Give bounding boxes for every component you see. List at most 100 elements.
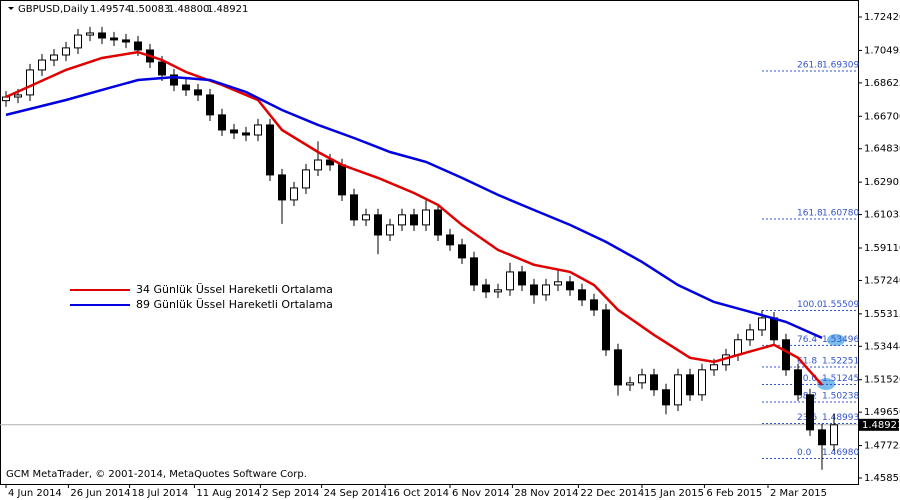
candle-body — [710, 364, 718, 371]
x-tick-label: 4 Jun 2014 — [8, 488, 62, 499]
candle-body — [122, 39, 130, 43]
y-tick-label: 1.57240 — [864, 275, 900, 286]
candle-body — [602, 309, 610, 351]
plot-frame — [0, 0, 859, 485]
candle-body — [494, 289, 502, 293]
moving-average — [5, 75, 823, 340]
candle-body — [614, 349, 622, 386]
fibo-price: 1.52251 — [822, 357, 859, 367]
x-tick-label: 6 Feb 2015 — [706, 488, 762, 499]
x-tick-label: 28 Nov 2014 — [514, 488, 578, 499]
candle-body — [62, 47, 70, 56]
x-tick-label: 6 Nov 2014 — [452, 488, 510, 499]
candle-body — [386, 224, 394, 236]
candle-body — [278, 174, 286, 201]
candle-body — [506, 271, 514, 291]
fibo-level: 50.0 — [797, 374, 817, 384]
x-tick-label: 26 Jun 2014 — [70, 488, 130, 499]
header-value: 1.48800 — [168, 4, 209, 15]
x-tick-label: 2 Mar 2015 — [770, 488, 827, 499]
candle-body — [314, 159, 322, 171]
candle-body — [410, 214, 418, 226]
x-tick-label: 2 Sep 2014 — [262, 488, 319, 499]
candle-body — [806, 394, 814, 431]
highlight — [827, 334, 845, 346]
candle-body — [482, 284, 490, 293]
header-value: 1.49574 — [90, 4, 131, 15]
price-box — [859, 418, 899, 431]
y-tick-label: 1.61035 — [864, 210, 900, 221]
y-tick-label: 1.55315 — [864, 309, 900, 320]
candle-body — [590, 299, 598, 311]
fibo-price: 1.60780 — [822, 209, 859, 219]
legend-entry: 34 Günlük Üssel Hareketli Ortalama — [136, 283, 333, 296]
x-tick-label: 22 Dec 2014 — [580, 488, 644, 499]
fibo-price: 1.69309 — [822, 60, 859, 70]
candle-body — [578, 289, 586, 301]
candle-body — [230, 129, 238, 134]
candle-body — [458, 244, 466, 259]
fibo-level: 261.8 — [797, 60, 823, 70]
y-tick-label: 1.70495 — [864, 45, 900, 56]
candle-body — [26, 69, 34, 96]
legend-entry: 89 Günlük Üssel Hareketli Ortalama — [136, 298, 333, 311]
x-tick-label: 24 Sep 2014 — [324, 488, 387, 499]
candle-body — [98, 32, 106, 39]
candle-body — [758, 317, 766, 331]
fibo-price: 1.50238 — [822, 391, 859, 401]
candle-body — [650, 374, 658, 391]
candle-body — [662, 389, 670, 406]
header-icon — [8, 7, 14, 10]
fibo-level: 76.4 — [797, 335, 817, 345]
y-tick-label: 1.72420 — [864, 12, 900, 23]
candle-body — [422, 209, 430, 226]
fibo-price: 1.55509 — [822, 300, 859, 310]
candle-body — [734, 339, 742, 356]
candle-body — [158, 61, 166, 76]
x-tick-label: 18 Jul 2014 — [132, 488, 189, 499]
candle-body — [74, 34, 82, 49]
x-tick-label: 16 Oct 2014 — [387, 488, 449, 499]
x-tick-label: 11 Aug 2014 — [196, 488, 260, 499]
y-tick-label: 1.53444 — [864, 341, 900, 352]
candle-body — [338, 164, 346, 196]
candle-body — [686, 374, 694, 396]
candle-body — [194, 89, 202, 96]
y-tick-label: 1.45855 — [864, 473, 900, 484]
moving-average — [5, 50, 823, 386]
candle-body — [134, 41, 142, 51]
candle-body — [830, 424, 838, 446]
candle-body — [14, 94, 22, 98]
candle-body — [674, 374, 682, 406]
y-tick-label: 1.62905 — [864, 177, 900, 188]
candle-body — [470, 257, 478, 286]
fibo-price: 1.48993 — [822, 413, 859, 423]
candle-body — [290, 187, 298, 201]
fibo-level: 161.8 — [797, 209, 823, 219]
candle-body — [182, 84, 190, 91]
header-value: 1.48921 — [207, 4, 248, 15]
candle-body — [782, 339, 790, 371]
candle-body — [350, 194, 358, 221]
candle-body — [746, 329, 754, 341]
candle-body — [266, 124, 274, 176]
candle-body — [542, 284, 550, 296]
y-tick-label: 1.64830 — [864, 144, 900, 155]
candle-body — [38, 59, 46, 71]
candle-body — [110, 37, 118, 41]
candle-body — [170, 74, 178, 86]
candle-body — [326, 159, 334, 166]
candle-body — [50, 54, 58, 61]
candle-body — [518, 271, 526, 286]
candle-body — [698, 369, 706, 396]
candle-body — [374, 214, 382, 236]
candle-body — [218, 114, 226, 131]
x-tick-label: 15 Jan 2015 — [644, 488, 704, 499]
candle-body — [398, 214, 406, 226]
symbol: GBPUSD,Daily — [18, 4, 89, 15]
candle-body — [566, 281, 574, 291]
fibo-price: 1.53496 — [822, 335, 859, 345]
y-tick-label: 1.49650 — [864, 407, 900, 418]
candle-body — [530, 284, 538, 296]
